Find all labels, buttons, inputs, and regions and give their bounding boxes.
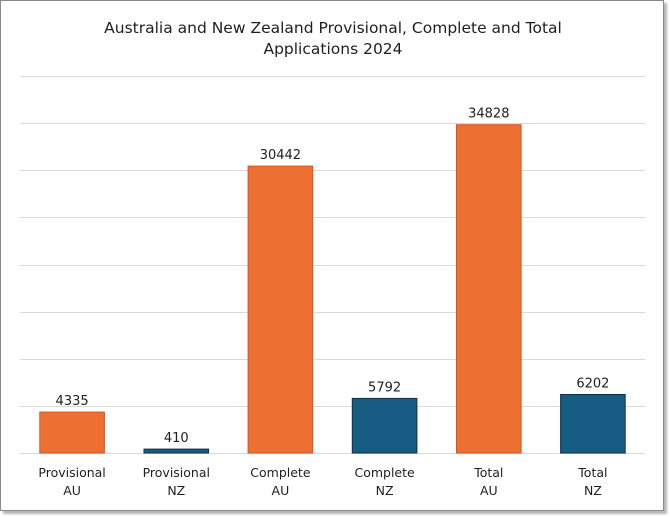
chart-title-line-1: Australia and New Zealand Provisional, C… xyxy=(104,19,562,37)
category-label-line-1: Provisional xyxy=(38,465,105,480)
bar xyxy=(560,394,626,454)
data-label: 34828 xyxy=(468,107,509,122)
category-label-line-1: Total xyxy=(577,465,607,480)
category-label-line-1: Total xyxy=(473,465,503,480)
chart-title-line-2: Applications 2024 xyxy=(263,40,403,58)
data-label: 5792 xyxy=(368,380,401,395)
category-label-line-1: Provisional xyxy=(143,465,210,480)
chart-title: Australia and New Zealand Provisional, C… xyxy=(1,18,665,60)
plot-area: 4335 Provisional AU 410 Provisional NZ 30442 Co… xyxy=(20,76,645,498)
category-label-line-2: NZ xyxy=(167,483,185,498)
category-label-line-1: Complete xyxy=(250,465,311,480)
category-label-line-2: AU xyxy=(480,483,498,498)
data-label: 410 xyxy=(164,431,189,446)
bar xyxy=(247,165,314,454)
category-label-line-2: NZ xyxy=(584,483,602,498)
bar xyxy=(456,124,522,454)
chart-frame: Australia and New Zealand Provisional, C… xyxy=(0,0,664,511)
bar xyxy=(39,411,105,454)
category-label-line-2: NZ xyxy=(376,483,394,498)
category-label-line-1: Complete xyxy=(354,465,415,480)
category-label-line-2: AU xyxy=(63,483,81,498)
category-label-line-2: AU xyxy=(272,483,290,498)
bar xyxy=(143,448,210,454)
bar xyxy=(351,397,418,454)
data-label: 30442 xyxy=(260,148,301,163)
data-label: 6202 xyxy=(576,377,609,392)
data-label: 4335 xyxy=(56,394,89,409)
